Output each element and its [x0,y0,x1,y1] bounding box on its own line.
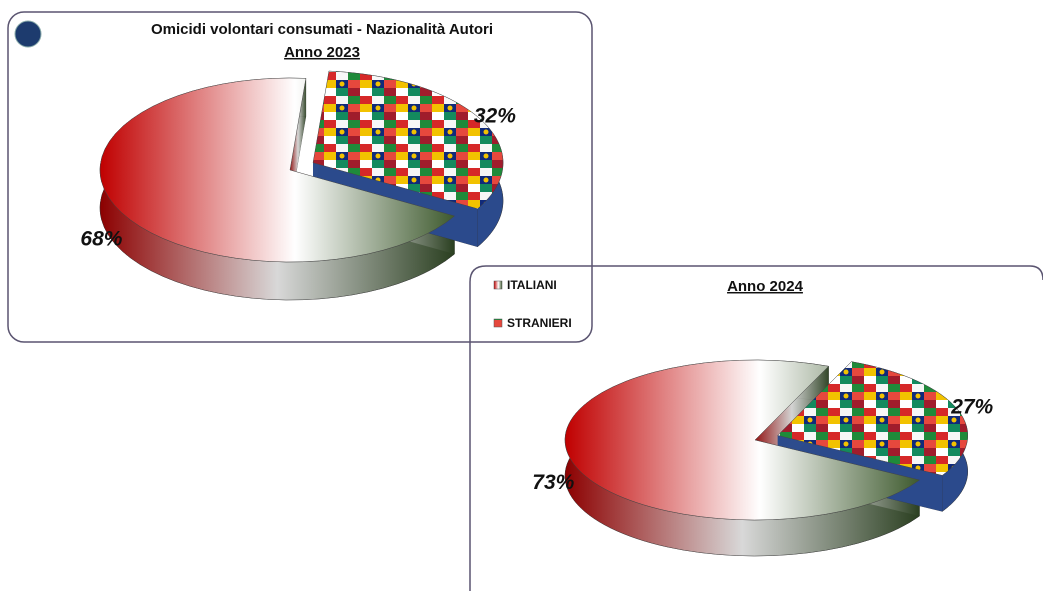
legend-label: ITALIANI [507,278,557,292]
chart-title: Omicidi volontari consumati - Nazionalit… [151,21,493,38]
slice [99,77,456,263]
legend-label: STRANIERI [507,316,572,330]
slice [312,70,504,210]
chart-subtitle: Anno 2024 [727,278,804,295]
value-label: 32% [474,104,516,127]
legend: ITALIANI STRANIERI [493,278,572,330]
slice [564,359,921,521]
frame [469,265,1043,591]
chart-subtitle: Anno 2023 [284,44,360,61]
legend-swatch [493,280,503,290]
value-label: 68% [80,228,122,251]
logo [14,20,42,48]
value-label: 27% [950,395,993,418]
frame [7,11,593,343]
slice [777,361,968,476]
legend-swatch [493,318,503,328]
value-label: 73% [532,471,574,494]
